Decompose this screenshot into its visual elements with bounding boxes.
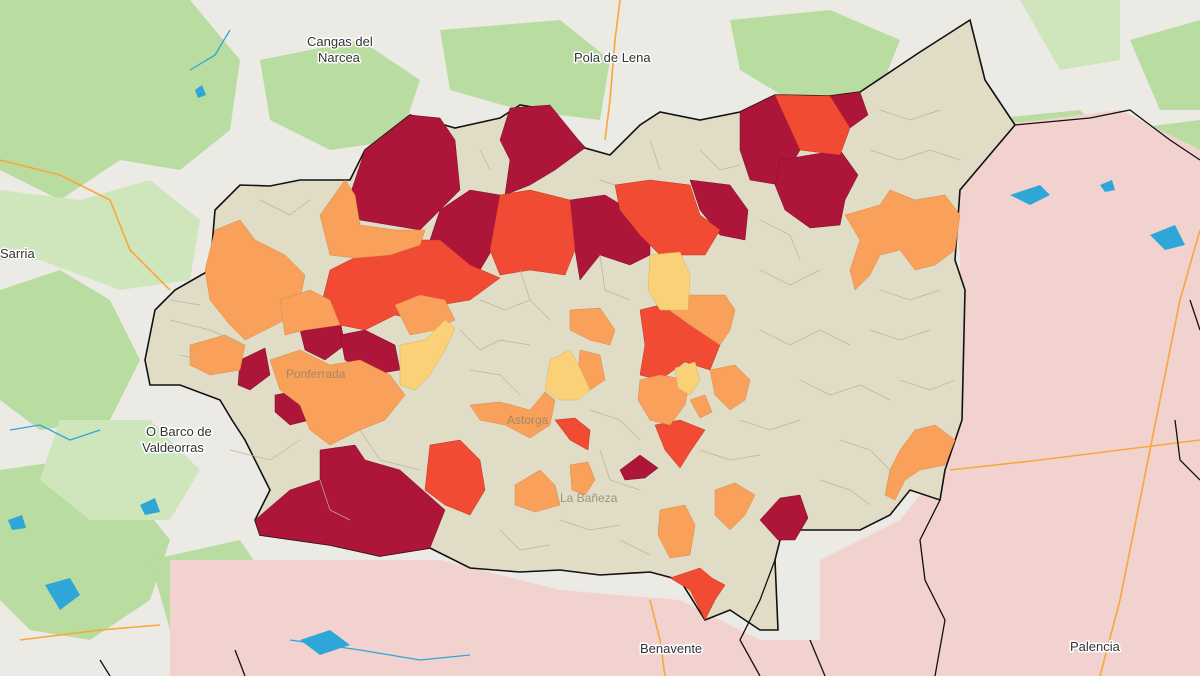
rivers <box>9 29 471 661</box>
water-features <box>8 85 1185 655</box>
place-label-cangas-line1: Cangas del <box>307 34 373 49</box>
place-label-o-barco-line2: Valdeorras <box>142 440 204 455</box>
town-label-la-baneza: La Bañeza <box>560 491 618 505</box>
municipalities-level-3[interactable] <box>319 94 851 621</box>
place-label-cangas-line2: Narcea <box>318 50 361 65</box>
place-label-o-barco-line1: O Barco de <box>146 424 212 439</box>
municipality-boundaries <box>169 109 961 556</box>
town-label-ponferrada: Ponferrada <box>286 367 346 381</box>
municipalities-level-4[interactable] <box>237 91 869 557</box>
municipalities-level-1[interactable] <box>399 251 701 401</box>
place-label-pola-de-lena: Pola de Lena <box>574 50 651 65</box>
forest-light-areas <box>0 0 1120 520</box>
place-label-palencia: Palencia <box>1070 639 1121 654</box>
place-labels: Cangas del Narcea Pola de Lena Sarria O … <box>0 33 1122 658</box>
other-borders <box>99 109 1200 676</box>
town-label-astorga: Astorga <box>507 413 549 427</box>
place-label-benavente: Benavente <box>640 641 702 656</box>
town-labels: Ponferrada Astorga La Bañeza <box>286 367 618 505</box>
place-label-sarria: Sarria <box>0 246 35 261</box>
